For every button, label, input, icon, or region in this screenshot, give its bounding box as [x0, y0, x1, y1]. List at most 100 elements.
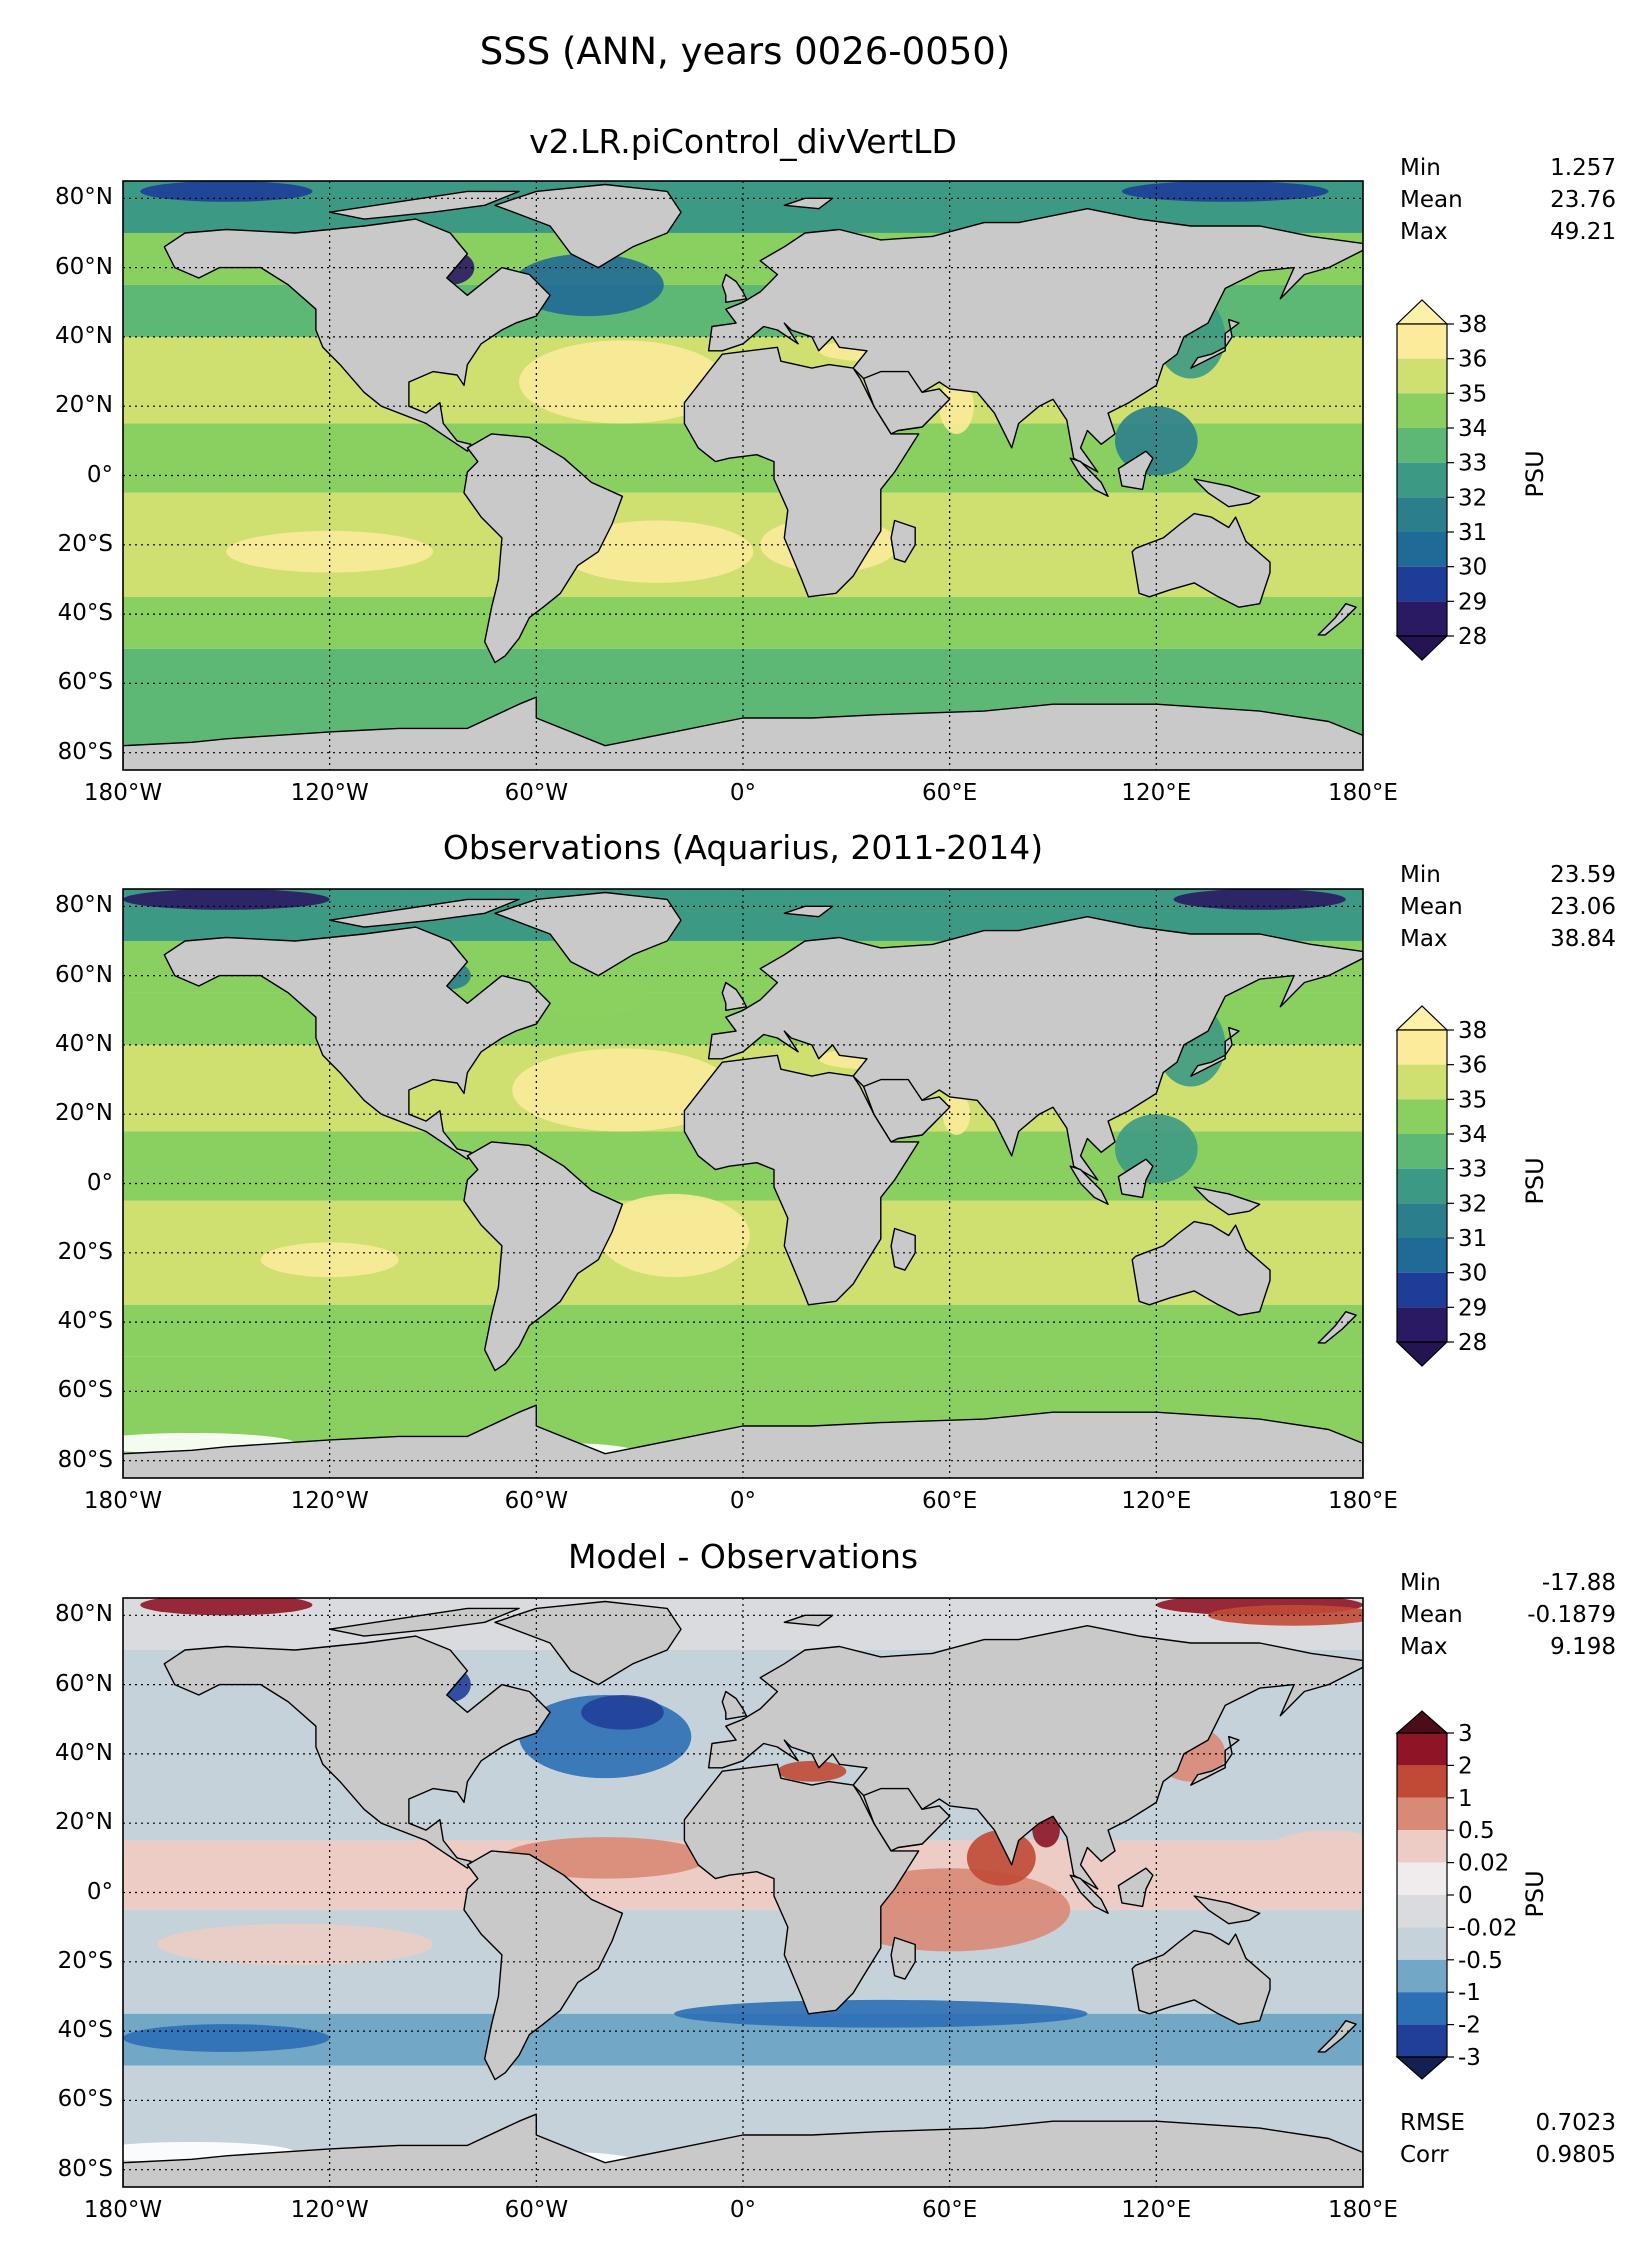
map-frame [122, 1597, 1364, 2188]
colorbar-segment [1397, 1797, 1447, 1831]
map-frame [122, 180, 1364, 771]
land-japan [1190, 1735, 1240, 1786]
lat-tick-label: 60°N [55, 253, 113, 280]
colorbar-segment [1397, 1307, 1447, 1342]
lat-tick-label: 60°S [57, 669, 113, 696]
colorbar-tick-label: -2 [1458, 2013, 1481, 2039]
lon-tick-label: 0° [729, 2197, 757, 2223]
colorbar-segment [1397, 1765, 1447, 1798]
colorbar-outline [1396, 1029, 1448, 1343]
lat-tick-label: 40°S [57, 2017, 113, 2044]
colorbar-tick-label: 33 [1458, 1157, 1487, 1183]
colorbar-tick-label: -0.02 [1458, 1915, 1518, 1941]
lat-tick-label: 0° [86, 1878, 113, 1905]
lat-tick-label: 60°S [57, 2086, 113, 2113]
land-madagascar [890, 1936, 916, 1980]
colorbar-extend-max [1395, 299, 1449, 325]
land-australia [1131, 1929, 1271, 2025]
stat-label-min: Min [1400, 155, 1441, 181]
stat-value-min: 1.257 [1550, 155, 1616, 181]
land-japan [1190, 1026, 1240, 1077]
land-greenland [494, 891, 682, 977]
colorbar-extend-max [1395, 1710, 1449, 1734]
land-australia [1131, 1220, 1271, 1316]
colorbar-segment [1397, 2024, 1447, 2057]
land-north-america [163, 926, 551, 1160]
land-borneo [1117, 1158, 1154, 1199]
colorbar-tick-label: 36 [1458, 1053, 1487, 1079]
lat-tick-label: 0° [86, 1169, 113, 1196]
land-new-guinea [1193, 1186, 1261, 1216]
lon-tick-label: 0° [729, 1488, 757, 1514]
colorbar-segment [1397, 497, 1447, 532]
land-south-america [463, 1850, 624, 2081]
lat-tick-label: 80°S [57, 2155, 113, 2182]
colorbar-tick-label: 31 [1458, 1226, 1487, 1252]
land-eurasia [707, 1625, 1363, 1890]
lat-tick-label: 20°N [55, 392, 113, 419]
stat-value-min: -17.88 [1541, 1570, 1616, 1596]
lon-tick-label: 60°W [504, 2197, 569, 2223]
land-madagascar [890, 519, 916, 563]
colorbar-segment [1397, 1168, 1447, 1204]
colorbar-segment [1397, 462, 1447, 498]
lat-tick-label: 20°N [55, 1100, 113, 1127]
sss-region-12 [674, 1999, 1088, 2028]
sss-region-3 [560, 520, 754, 583]
sss-region-7 [966, 1830, 1036, 1886]
land-arabia-note [862, 1787, 951, 1852]
lon-tick-label: 180°E [1328, 1488, 1398, 1514]
lat-tick-label: 60°N [55, 961, 113, 988]
lat-tick-label: 80°N [55, 1601, 113, 1628]
stat-value-max: 49.21 [1550, 219, 1616, 245]
colorbar-segment [1397, 1959, 1447, 1993]
colorbar-tick-label: 35 [1458, 1087, 1487, 1113]
stat-value-mean: 23.76 [1550, 187, 1616, 213]
land-uk [721, 1690, 748, 1721]
lat-tick-label: 40°S [57, 600, 113, 627]
colorbar-tick-label: 3 [1458, 1721, 1473, 1747]
lon-tick-label: 120°W [290, 1488, 369, 1514]
lat-tick-label: 40°S [57, 1308, 113, 1335]
panel-1-colorbar-units: PSU [1521, 450, 1549, 498]
land-madagascar [890, 1227, 916, 1271]
sss-region-3 [140, 1598, 313, 1616]
colorbar-extend-min [1395, 1341, 1449, 1367]
colorbar-segment [1397, 358, 1447, 394]
colorbar-tick-label: 30 [1458, 1261, 1487, 1287]
sss-region-8 [1173, 889, 1346, 910]
colorbar-extend-max [1395, 1005, 1449, 1031]
lon-tick-label: 0° [729, 780, 757, 806]
colorbar-tick-label: 38 [1458, 312, 1487, 338]
land-south-america [463, 1141, 624, 1372]
lon-tick-label: 120°E [1121, 780, 1192, 806]
lat-tick-label: 80°S [57, 1446, 113, 1473]
stat-label-min: Min [1400, 862, 1441, 888]
lat-tick-label: 40°N [55, 1739, 113, 1766]
land-sumatra [1069, 1165, 1109, 1205]
stat-value-min: 23.59 [1550, 862, 1616, 888]
colorbar-segment [1397, 428, 1447, 463]
sss-region-9 [1121, 181, 1329, 202]
land-eurasia [707, 916, 1363, 1181]
map-frame [122, 888, 1364, 1479]
lon-tick-label: 180°E [1328, 2197, 1398, 2223]
land-arabia-note [862, 1078, 951, 1143]
colorbar-tick-label: 31 [1458, 520, 1487, 546]
colorbar-tick-label: 1 [1458, 1786, 1473, 1812]
stat-label-mean: Mean [1400, 1602, 1463, 1628]
sss-region-7 [123, 889, 330, 910]
sss-region-8 [140, 181, 313, 202]
colorbar-extend-min [1395, 635, 1449, 661]
sss-region-10 [157, 1923, 433, 1966]
colorbar-tick-label: -3 [1458, 2045, 1481, 2071]
colorbar-segment [1397, 1134, 1447, 1169]
sss-region-1 [581, 1695, 664, 1730]
land-australia [1131, 512, 1271, 608]
colorbar-segment [1397, 1203, 1447, 1238]
colorbar-tick-label: 33 [1458, 451, 1487, 477]
land-north-america [163, 218, 551, 452]
colorbar-tick-label: 0.02 [1458, 1851, 1509, 1877]
land-greenland [494, 1600, 682, 1686]
stat-value-corr: 0.9805 [1535, 2142, 1616, 2168]
